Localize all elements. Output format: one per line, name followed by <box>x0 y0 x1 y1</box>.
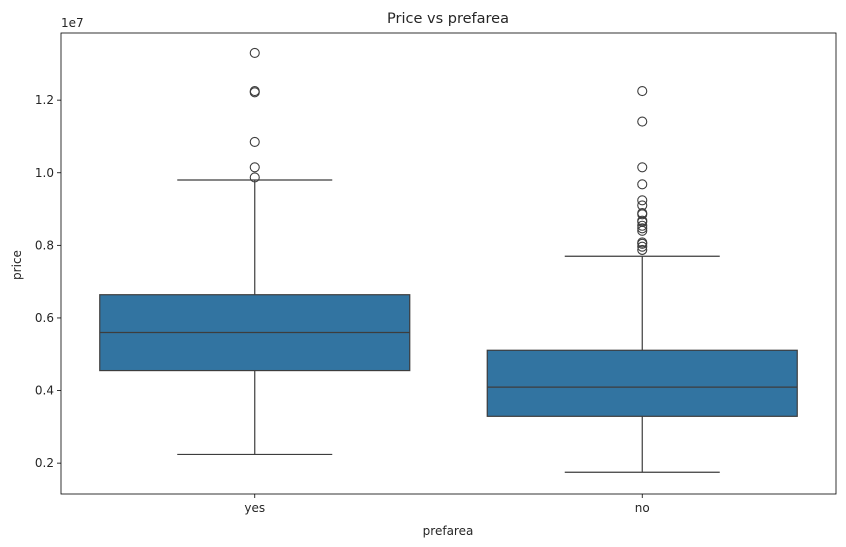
y-tick-label: 0.2 <box>35 456 54 470</box>
x-tick-label: no <box>635 501 650 515</box>
outlier-point <box>637 86 648 97</box>
outlier-point <box>637 215 648 226</box>
outlier-point <box>249 86 260 97</box>
y-tick-label: 0.6 <box>35 311 54 325</box>
y-tick-label: 0.8 <box>35 238 54 252</box>
plot-area: 0.2 0.4 0.6 0.8 1.0 1.2 yes no <box>35 32 837 515</box>
x-tick-label: yes <box>244 501 265 515</box>
box-no <box>486 349 798 417</box>
outlier-point <box>637 223 648 234</box>
outlier-point <box>637 207 648 219</box>
outlier-point <box>637 162 648 173</box>
chart-title: Price vs prefarea <box>387 11 509 27</box>
outlier-point <box>637 241 648 252</box>
outlier-point <box>637 237 648 248</box>
outlier-point <box>637 195 648 206</box>
y-tick-label: 1.2 <box>35 93 54 107</box>
outlier-point <box>249 136 260 147</box>
outlier-point <box>249 47 260 59</box>
outlier-point <box>637 244 648 255</box>
outlier-point <box>249 162 260 173</box>
outlier-point <box>637 220 648 231</box>
y-axis-label: price <box>10 250 24 280</box>
y-axis-multiplier: 1e7 <box>61 16 84 30</box>
outlier-point <box>637 200 648 211</box>
y-tick-label: 0.4 <box>35 384 54 398</box>
outlier-point <box>249 172 260 183</box>
plot-frame <box>60 32 837 495</box>
y-tick-label: 1.0 <box>35 166 54 180</box>
outlier-point <box>637 116 648 127</box>
outlier-point <box>637 179 648 190</box>
x-axis-label: prefarea <box>423 524 474 538</box>
